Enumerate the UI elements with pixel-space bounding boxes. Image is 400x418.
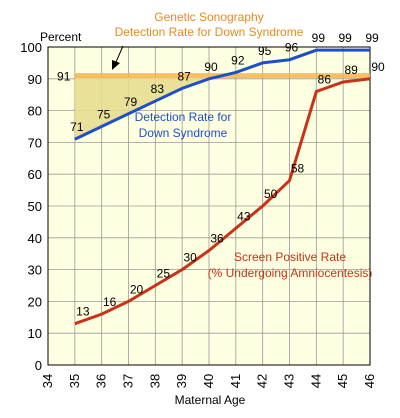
screen-series-line [74,77,371,326]
screen-data-label: 50 [264,187,278,201]
detection-data-label: 87 [177,69,191,83]
x-tick-label: 39 [174,374,189,388]
y-tick-label: 50 [28,199,42,214]
x-tick-label: 42 [255,374,270,388]
detection-data-label: 79 [124,95,138,109]
title-arrow-head-icon [112,60,120,70]
screen-data-label: 90 [371,60,385,74]
chart-title-line-1: Genetic Sonography [154,10,263,24]
detection-data-label: 95 [258,44,272,58]
y-tick-label: 90 [28,72,42,87]
y-tick-label: 60 [28,167,42,182]
detection-data-label: 99 [338,31,352,45]
x-tick-label: 37 [121,374,136,388]
detection-data-label: 92 [231,53,245,67]
y-tick-label: 0 [35,358,42,373]
screen-data-label: 58 [291,162,305,176]
x-tick-label: 35 [67,374,82,388]
y-tick-label: 100 [20,40,42,55]
screen-data-label: 13 [76,305,90,319]
screen-data-label: 30 [183,251,197,265]
detection-data-label: 71 [70,120,84,134]
y-tick-label: 20 [28,294,42,309]
x-tick-label: 44 [308,374,323,388]
y-tick-label: 10 [28,326,42,341]
x-tick-label: 41 [228,374,243,388]
detection-data-label: 75 [97,108,111,122]
x-tick-label: 36 [94,374,109,388]
detection-data-label: 96 [285,41,299,55]
y-tick-label: 30 [28,263,42,278]
screen-data-label: 89 [344,63,358,77]
x-tick-label: 40 [201,374,216,388]
y-tick-label: 40 [28,231,42,246]
screen-data-label: 36 [210,232,224,246]
x-tick-labels: 34 35 36 37 38 39 40 41 42 43 44 45 46 [40,374,377,388]
plot-frame [47,46,371,366]
screen-data-label: 86 [318,73,332,87]
screen-data-label: 16 [103,295,117,309]
x-tick-label: 38 [147,374,162,388]
detection-series-line [74,48,370,141]
y-tick-label: 80 [28,104,42,119]
sonography-data-label: 91 [57,70,71,84]
detection-series-label-line-2: Down Syndrome [139,126,228,140]
x-tick-label: 45 [335,374,350,388]
screen-data-label: 25 [157,267,171,281]
detection-data-label: 83 [151,82,165,96]
axes [47,46,371,366]
series-lines [74,48,371,326]
data-labels: 71 75 79 83 87 90 92 95 96 99 99 99 13 16 20 25 30 36 43 50… [57,31,385,318]
detection-data-label: 90 [204,60,218,74]
detection-series-label-line-1: Detection Rate for [135,110,232,124]
x-tick-label: 43 [282,374,297,388]
y-axis-label: Percent [40,30,82,44]
screen-series-label-line-2: (% Undergoing Amniocentesis) [208,266,373,280]
screen-series-label-line-1: Screen Positive Rate [234,250,346,264]
screen-data-label: 43 [237,209,251,223]
chart-title-line-2: Detection Rate for Down Syndrome [115,25,304,39]
x-axis-label: Maternal Age [175,393,246,407]
x-tick-label: 34 [40,374,55,388]
detection-data-label: 99 [365,31,379,45]
screen-data-label: 20 [130,282,144,296]
y-tick-labels: 0 10 20 30 40 50 60 70 80 90 100 [20,40,42,373]
y-tick-label: 70 [28,135,42,150]
x-tick-label: 46 [362,374,377,388]
detection-data-label: 99 [312,31,326,45]
title-arrow-icon [115,45,124,63]
